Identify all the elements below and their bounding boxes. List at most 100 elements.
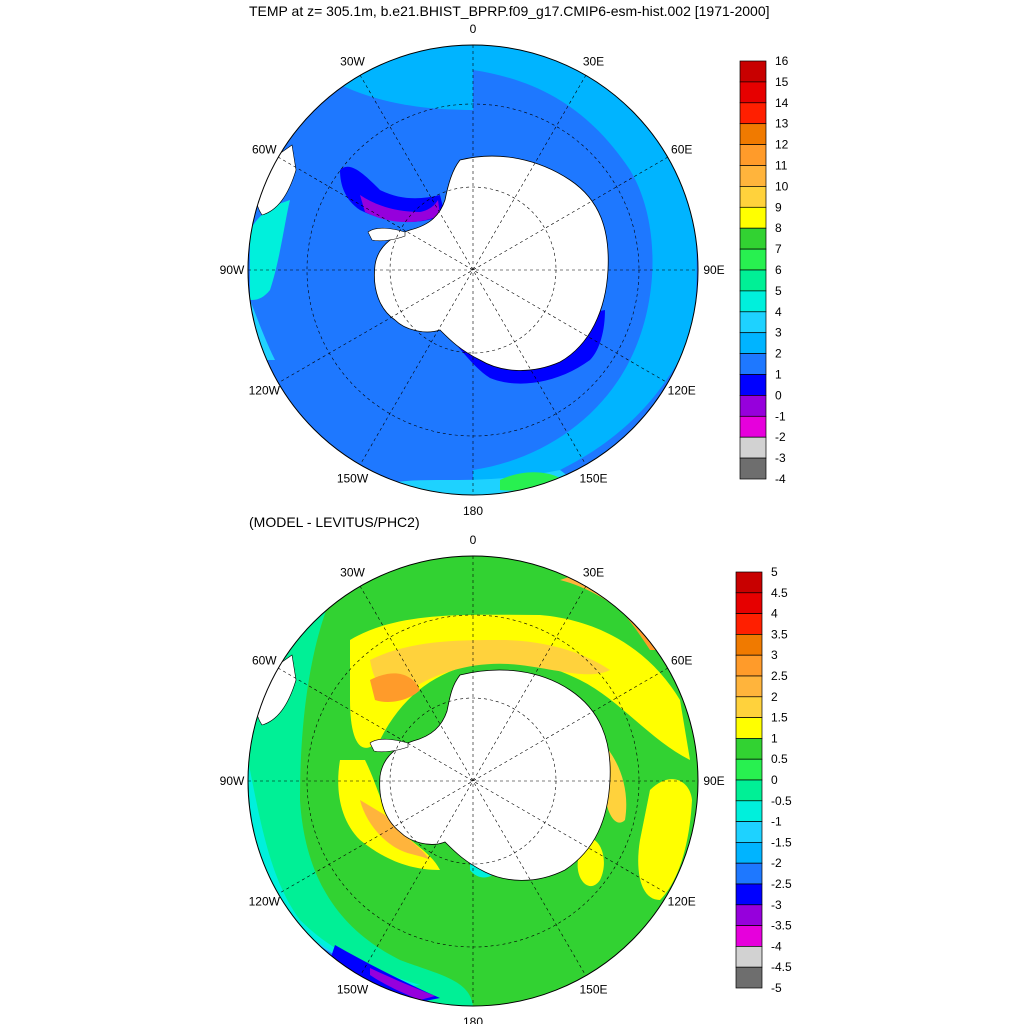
longitude-label: 150W <box>337 472 369 486</box>
map2-band-2-west <box>360 800 430 860</box>
colorbar-swatch <box>735 779 763 802</box>
map1-band-neg1-0 <box>360 195 440 223</box>
colorbar-label: 13 <box>775 117 789 131</box>
colorbar-swatch <box>735 717 763 739</box>
map1-border <box>247 44 699 496</box>
longitude-label: 150E <box>579 472 607 486</box>
longitude-label: 90E <box>703 263 724 277</box>
colorbar-label: 4.5 <box>771 586 788 600</box>
colorbar-label: -1.5 <box>771 835 792 849</box>
map2-peninsula <box>369 738 409 753</box>
longitude-label: 30E <box>583 54 604 68</box>
colorbar-label: -3 <box>775 451 786 465</box>
colorbar-label: -5 <box>771 981 782 995</box>
difference-map: 0 30E 60E 90E 120E 150E 180 150W 120W 90W 60W 30W <box>220 533 725 1024</box>
colorbar-swatch <box>735 883 763 906</box>
colorbar-label: 5 <box>771 565 778 579</box>
chart-subtitle: (MODEL - LEVITUS/PHC2) <box>249 514 420 530</box>
colorbar-label: -4 <box>775 472 786 486</box>
longitude-label: 90W <box>220 263 245 277</box>
colorbar-swatch <box>735 592 763 614</box>
map2-band-1-1.5-east <box>638 779 692 900</box>
colorbar-label: 8 <box>775 221 782 235</box>
colorbar-label: 6 <box>775 263 782 277</box>
map2-band-2.5-3 <box>370 673 420 702</box>
colorbar-swatch <box>735 654 763 677</box>
colorbar-label: 15 <box>775 75 789 89</box>
colorbar-swatch <box>739 311 767 334</box>
colorbar-swatch <box>739 415 767 438</box>
map2-graticule <box>248 556 698 1006</box>
colorbar-label: 0 <box>771 773 778 787</box>
longitude-label: 120W <box>249 384 281 398</box>
colorbar-label: 3 <box>775 326 782 340</box>
colorbar-swatch <box>739 353 767 375</box>
longitude-label: 120E <box>668 384 696 398</box>
colorbar-label: -1 <box>775 409 786 423</box>
colorbar-swatch <box>739 395 767 417</box>
colorbar-label: -2.5 <box>771 877 792 891</box>
colorbar-label: 3.5 <box>771 627 788 641</box>
map2-band-1.5-2 <box>370 640 610 694</box>
colorbar-label: 2 <box>771 690 778 704</box>
map2-longitude-labels: 0 30E 60E 90E 120E 150E 180 150W 120W 90W 60W 30W <box>220 533 725 1024</box>
colorbar-label: -4.5 <box>771 960 792 974</box>
colorbar-swatch <box>735 571 763 594</box>
colorbar-swatch <box>735 842 763 864</box>
colorbar-label: 4 <box>775 305 782 319</box>
colorbar-swatch <box>735 634 763 656</box>
map1-band-3-4-west <box>330 45 473 110</box>
map1-longitude-labels: 0 30E 60E 90E 120E 150E 180 150W 120W 90W 60W 30W <box>220 22 725 518</box>
colorbar-label: 2 <box>775 347 782 361</box>
longitude-label: 150W <box>337 983 369 997</box>
colorbar-swatch <box>735 675 763 698</box>
colorbar-swatch <box>739 186 767 208</box>
colorbar-swatch <box>739 248 767 271</box>
colorbar-label: 7 <box>775 242 782 256</box>
colorbar-label: -3.5 <box>771 919 792 933</box>
colorbar-swatch <box>735 966 763 989</box>
colorbar-label: 0 <box>775 388 782 402</box>
colorbar-swatch <box>735 758 763 781</box>
longitude-label: 90E <box>703 774 724 788</box>
colorbar-swatch <box>739 290 767 313</box>
longitude-label: 90W <box>220 774 245 788</box>
colorbar-swatch <box>735 738 763 760</box>
map1-band-0-1-ross <box>440 310 605 384</box>
difference-colorbar: 5 4.5 4 3.5 3 2.5 2 1.5 1 0.5 0 -0.5 -1 -1.5 -2 -2.5 -3 -… <box>735 565 792 995</box>
colorbar-swatch <box>735 821 763 843</box>
map1-antarctica <box>374 155 609 371</box>
colorbar-label: 14 <box>775 96 789 110</box>
colorbar-swatch <box>735 800 763 822</box>
map1-graticule <box>248 45 698 495</box>
chart-title: TEMP at z= 305.1m, b.e21.BHIST_BPRP.f09_… <box>249 3 770 19</box>
map1-band-5-6 <box>250 200 290 300</box>
colorbar-swatch <box>735 862 763 885</box>
colorbar-swatch <box>739 102 767 125</box>
map2-antarctica <box>379 669 611 881</box>
longitude-label: 0 <box>470 22 477 36</box>
map2-band-1-1.5-west <box>338 760 440 870</box>
colorbar-label: -2 <box>771 856 782 870</box>
colorbar-swatch <box>739 332 767 354</box>
colorbar-label: 11 <box>775 159 788 173</box>
longitude-label: 30W <box>340 565 365 579</box>
colorbar-label: 16 <box>775 54 789 68</box>
colorbar-label: 4 <box>771 607 778 621</box>
colorbar-swatch <box>739 436 767 459</box>
colorbar-swatch <box>735 904 763 926</box>
colorbar-label: 1 <box>771 731 778 745</box>
map1-band-3-4 <box>473 45 697 495</box>
colorbar-swatch <box>739 457 767 480</box>
map1-peninsula <box>367 227 406 242</box>
colorbar-swatch <box>739 144 767 166</box>
colorbar-swatch <box>739 81 767 104</box>
temperature-map: 0 30E 60E 90E 120E 150E 180 150W 120W 90W 60W 30W <box>220 22 725 518</box>
colorbar-label: 0.5 <box>771 752 788 766</box>
colorbar-label: 1.5 <box>771 711 788 725</box>
longitude-label: 180 <box>463 504 483 518</box>
colorbar-label: -3 <box>771 898 782 912</box>
map2-band-neg3.5 <box>370 968 435 1000</box>
